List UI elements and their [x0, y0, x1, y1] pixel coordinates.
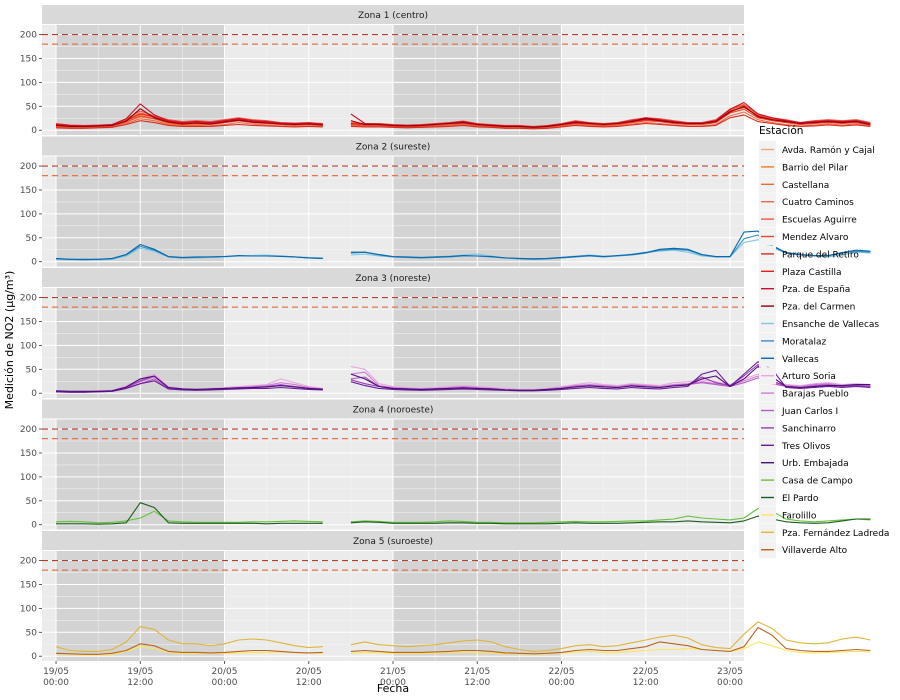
x-tick-label: 12:00: [127, 678, 153, 688]
y-tick-label: 50: [26, 102, 38, 112]
y-tick-label: 200: [20, 31, 37, 41]
legend-label: Moratalaz: [782, 337, 827, 347]
x-tick-label: 22/05: [549, 667, 575, 677]
y-tick-label: 0: [31, 389, 37, 399]
series-line: [55, 105, 871, 128]
facet-title: Zona 3 (noreste): [355, 274, 430, 284]
y-tick-label: 100: [20, 473, 37, 483]
legend-label: Farolillo: [782, 511, 817, 521]
facet-strip: [42, 531, 744, 550]
y-tick-label: 150: [20, 186, 37, 196]
legend-label: El Pardo: [782, 494, 819, 504]
x-tick-label: 00:00: [43, 678, 69, 688]
legend-label: Pza. de España: [782, 285, 850, 295]
x-axis-title: Fecha: [377, 682, 409, 695]
x-tick-label: 19/05: [127, 667, 153, 677]
y-axis-title: Medición de NO2 (µg/m³): [3, 271, 16, 410]
legend-label: Casa de Campo: [782, 477, 853, 487]
y-tick-label: 0: [31, 521, 37, 531]
series-line: [55, 626, 871, 655]
legend-title: Estación: [759, 125, 803, 137]
legend-label: Cuatro Caminos: [782, 198, 854, 208]
legend-label: Plaza Castilla: [782, 268, 842, 278]
facet-title: Zona 4 (noroeste): [353, 406, 434, 416]
x-tick-label: 21/05: [380, 667, 406, 677]
legend-label: Arturo Soria: [782, 372, 836, 382]
x-tick-label: 21/05: [464, 667, 490, 677]
y-tick-label: 50: [26, 234, 38, 244]
facet-strip: [42, 268, 744, 287]
facet-panel: Zona 3 (noreste) 0 50 100 150 200: [20, 268, 871, 399]
series-line: [55, 621, 871, 652]
legend-label: Juan Carlos I: [781, 407, 838, 417]
y-tick-label: 150: [20, 317, 37, 327]
legend-label: Mendez Alvaro: [782, 233, 849, 243]
series-line: [56, 502, 871, 525]
x-tick-label: 19/05: [43, 667, 69, 677]
legend-label: Urb. Embajada: [782, 459, 849, 469]
x-tick-label: 00:00: [549, 678, 575, 688]
x-tick-label: 00:00: [380, 678, 406, 688]
facet-panel: Zona 1 (centro) 0 50 100 150 200: [20, 5, 871, 136]
facet-panel: Zona 5 (suroeste) 0 50 100 150 200: [20, 531, 871, 662]
series-line: [55, 230, 871, 260]
facet-title: Zona 1 (centro): [358, 11, 428, 21]
facet-title: Zona 5 (suroeste): [353, 537, 433, 547]
legend-label: Pza. Fernández Ladreda: [782, 529, 889, 539]
y-tick-label: 0: [31, 652, 37, 662]
y-tick-label: 150: [20, 449, 37, 459]
facet-title: Zona 2 (sureste): [356, 143, 431, 153]
facet-strip: [42, 136, 744, 156]
y-tick-label: 100: [20, 210, 37, 220]
x-tick-label: 12:00: [633, 678, 659, 688]
legend-label: Escuelas Aguirre: [782, 216, 857, 226]
facet-panel: Zona 4 (noroeste) 0 50 100 150 200: [20, 399, 871, 531]
y-tick-label: 0: [31, 126, 37, 136]
series-line: [55, 114, 871, 130]
x-tick-label: 00:00: [212, 678, 238, 688]
legend-label: Barrio del Pilar: [782, 163, 848, 173]
series-line: [55, 365, 871, 392]
legend-label: Sanchinarro: [782, 424, 836, 434]
x-tick-label: 00:00: [717, 678, 743, 688]
x-tick-label: 20/05: [212, 667, 238, 677]
x-tick-label: 20/05: [296, 667, 322, 677]
legend-label: Tres Olivos: [781, 442, 831, 452]
y-tick-label: 100: [20, 604, 37, 614]
y-tick-label: 150: [20, 54, 37, 64]
facet-panel: Zona 2 (sureste) 0 50 100 150 200: [20, 136, 871, 268]
legend-label: Ensanche de Vallecas: [782, 320, 879, 330]
legend-label: Parque del Retiro: [782, 250, 859, 260]
y-tick-label: 200: [20, 162, 37, 172]
x-tick-label: 23/05: [717, 667, 743, 677]
y-tick-label: 100: [20, 78, 37, 88]
legend-label: Barajas Pueblo: [782, 390, 849, 400]
legend-label: Vallecas: [782, 355, 819, 365]
series-line: [55, 507, 871, 524]
y-tick-label: 50: [26, 365, 38, 375]
y-tick-label: 100: [20, 341, 37, 351]
y-tick-label: 150: [20, 580, 37, 590]
facet-strip: [42, 399, 744, 419]
legend-label: Avda. Ramón y Cajal: [782, 145, 875, 156]
legend-label: Castellana: [782, 181, 829, 191]
y-tick-label: 200: [20, 294, 37, 304]
legend-label: Pza. del Carmen: [782, 303, 855, 313]
x-tick-label: 12:00: [464, 678, 490, 688]
legend-label: Villaverde Alto: [782, 546, 848, 556]
y-tick-label: 50: [26, 628, 38, 638]
y-tick-label: 0: [31, 258, 37, 268]
x-tick-label: 22/05: [633, 667, 659, 677]
y-tick-label: 50: [26, 497, 38, 507]
series-line: [55, 641, 871, 656]
y-tick-label: 200: [20, 425, 37, 435]
x-tick-label: 12:00: [296, 678, 322, 688]
y-tick-label: 200: [20, 557, 37, 567]
facet-strip: [42, 5, 744, 24]
